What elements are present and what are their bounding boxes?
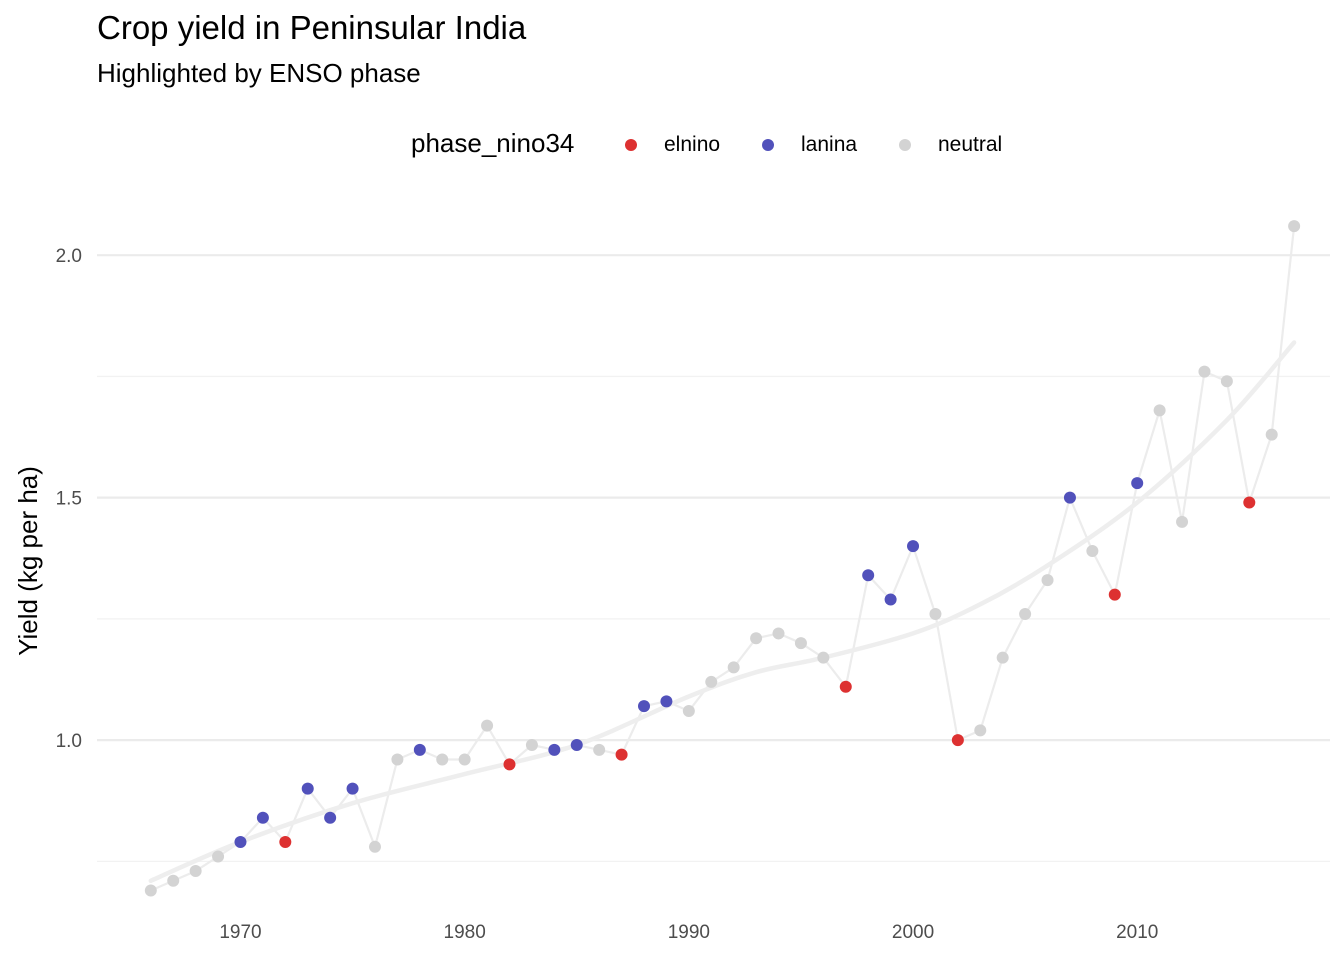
yield-series-line bbox=[150, 225, 1296, 892]
data-point-neutral bbox=[1019, 608, 1032, 621]
data-point-elnino bbox=[839, 680, 852, 693]
data-point-lanina bbox=[413, 743, 426, 756]
data-point-neutral bbox=[436, 753, 449, 766]
y-tick-label: 2.0 bbox=[56, 246, 82, 267]
data-point-neutral bbox=[1198, 365, 1211, 378]
legend: phase_nino34 elnino lanina neutral bbox=[0, 128, 1344, 162]
data-point-neutral bbox=[391, 753, 404, 766]
data-point-neutral bbox=[1041, 574, 1054, 587]
legend-label-elnino: elnino bbox=[664, 133, 721, 156]
data-point-lanina bbox=[907, 540, 920, 553]
data-points bbox=[144, 220, 1301, 897]
y-tick-label: 1.0 bbox=[56, 731, 82, 752]
legend-label-neutral: neutral bbox=[938, 133, 1003, 156]
y-tick-label: 1.5 bbox=[56, 489, 82, 510]
data-point-neutral bbox=[1220, 375, 1233, 388]
data-point-neutral bbox=[1153, 404, 1166, 417]
legend-title: phase_nino34 bbox=[411, 128, 575, 158]
data-point-elnino bbox=[1108, 588, 1121, 601]
minor-gridlines bbox=[97, 375, 1330, 863]
data-point-neutral bbox=[189, 865, 202, 878]
data-point-elnino bbox=[503, 758, 516, 771]
data-point-neutral bbox=[1265, 428, 1278, 441]
legend-label-lanina: lanina bbox=[801, 133, 858, 156]
data-point-elnino bbox=[1243, 496, 1256, 509]
data-point-neutral bbox=[817, 651, 830, 664]
data-point-neutral bbox=[750, 632, 763, 645]
data-point-lanina bbox=[862, 569, 875, 582]
data-point-neutral bbox=[974, 724, 987, 737]
legend-item-elnino: elnino bbox=[625, 131, 720, 159]
x-tick-label: 2000 bbox=[892, 922, 934, 943]
y-axis-ticks: 1.0 1.5 2.0 bbox=[56, 246, 82, 752]
data-point-lanina bbox=[346, 782, 359, 795]
data-point-neutral bbox=[1176, 515, 1189, 528]
major-gridlines bbox=[97, 254, 1330, 742]
data-point-neutral bbox=[593, 743, 606, 756]
data-point-neutral bbox=[772, 627, 785, 640]
data-point-neutral bbox=[167, 874, 180, 887]
data-point-neutral bbox=[481, 719, 494, 732]
data-point-neutral bbox=[794, 637, 807, 650]
data-point-elnino bbox=[951, 734, 964, 747]
data-point-elnino bbox=[279, 835, 292, 848]
x-axis-ticks: 1970 1980 1990 2000 2010 bbox=[219, 922, 1158, 943]
data-point-lanina bbox=[660, 695, 673, 708]
legend-key-lanina bbox=[762, 139, 774, 151]
x-tick-label: 2010 bbox=[1116, 922, 1158, 943]
data-point-lanina bbox=[1063, 491, 1076, 504]
data-point-lanina bbox=[638, 700, 651, 713]
data-point-neutral bbox=[458, 753, 471, 766]
data-point-lanina bbox=[570, 738, 583, 751]
data-point-neutral bbox=[682, 705, 695, 718]
x-tick-label: 1970 bbox=[219, 922, 261, 943]
data-point-neutral bbox=[929, 608, 942, 621]
legend-key-elnino bbox=[625, 139, 637, 151]
data-point-lanina bbox=[234, 835, 247, 848]
data-point-neutral bbox=[727, 661, 740, 674]
data-point-neutral bbox=[212, 850, 225, 863]
data-point-lanina bbox=[1131, 477, 1144, 490]
data-point-lanina bbox=[884, 593, 897, 606]
data-point-lanina bbox=[256, 811, 269, 824]
data-point-neutral bbox=[368, 840, 381, 853]
legend-item-lanina: lanina bbox=[762, 131, 857, 159]
y-axis-label: Yield (kg per ha) bbox=[13, 466, 43, 656]
data-point-neutral bbox=[705, 675, 718, 688]
chart-subtitle: Highlighted by ENSO phase bbox=[97, 58, 421, 88]
x-tick-label: 1980 bbox=[444, 922, 486, 943]
x-tick-label: 1990 bbox=[668, 922, 710, 943]
legend-item-neutral: neutral bbox=[899, 131, 1002, 159]
trend-line bbox=[148, 340, 1297, 884]
data-point-lanina bbox=[324, 811, 337, 824]
data-point-lanina bbox=[301, 782, 314, 795]
data-point-neutral bbox=[996, 651, 1009, 664]
data-point-neutral bbox=[1086, 545, 1099, 557]
data-point-neutral bbox=[144, 884, 157, 897]
data-point-elnino bbox=[615, 748, 628, 761]
legend-key-neutral bbox=[899, 139, 911, 151]
data-point-lanina bbox=[548, 743, 561, 756]
data-point-neutral bbox=[525, 738, 538, 751]
data-point-neutral bbox=[1288, 220, 1301, 233]
chart-title: Crop yield in Peninsular India bbox=[97, 9, 527, 46]
